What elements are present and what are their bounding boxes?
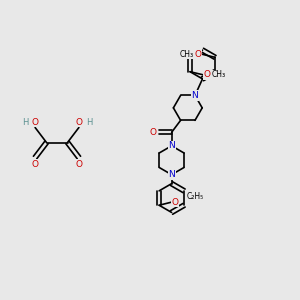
Text: O: O — [32, 118, 39, 127]
Text: H: H — [86, 118, 92, 127]
Text: N: N — [168, 141, 175, 150]
Text: O: O — [32, 160, 39, 169]
Text: CH₃: CH₃ — [212, 70, 226, 79]
Text: N: N — [192, 91, 198, 100]
Text: O: O — [75, 160, 82, 169]
Text: N: N — [168, 170, 175, 179]
Text: O: O — [149, 128, 157, 137]
Text: H: H — [22, 118, 28, 127]
Text: O: O — [75, 118, 82, 127]
Text: CH₃: CH₃ — [179, 50, 194, 59]
Text: O: O — [194, 50, 201, 59]
Text: O: O — [204, 70, 211, 79]
Text: C₂H₅: C₂H₅ — [186, 192, 203, 201]
Text: O: O — [172, 198, 179, 207]
